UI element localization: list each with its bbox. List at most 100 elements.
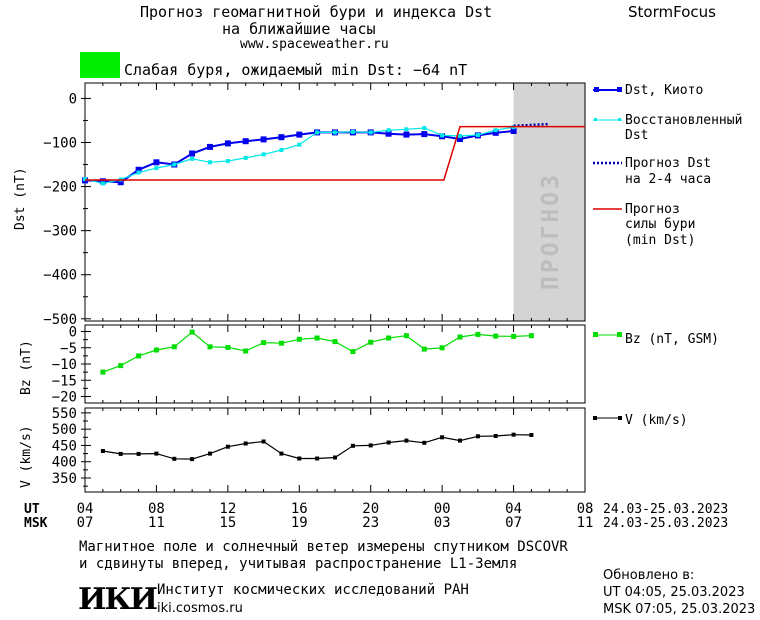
data-point [529,433,534,437]
data-point [190,457,195,462]
data-point [172,456,177,461]
data-point [278,340,284,346]
dst-panel-frame [84,82,586,322]
data-point [135,166,142,173]
legend-bz: Bz (nT, GSM) [625,332,719,347]
y-tick-label: 0 [69,91,77,107]
data-point [350,129,355,134]
forecast-region [513,83,585,321]
data-point [333,130,337,135]
legend-storm-forecast-3: (min Dst) [625,233,695,248]
bz-y-ticks: 0−5−10−15−20 [52,325,586,406]
data-point [154,166,159,171]
data-point [332,339,338,345]
data-point [439,345,445,351]
ut-tick-label: 12 [219,501,236,517]
data-point [440,133,445,138]
data-point [421,131,428,138]
msk-tick-label: 11 [577,515,594,531]
legend-dst-forecast-1: Прогноз Dst [625,156,711,171]
data-point [243,441,248,446]
data-point [457,136,463,142]
msk-tick-label: 15 [219,515,236,531]
data-point [296,131,303,138]
legend-dst-restored-marker [618,118,621,121]
msk-tick-label: 07 [505,515,522,531]
data-point [333,455,337,460]
legend: Dst, Киото Восстановленный Dst Прогноз D… [593,83,742,428]
data-point [207,344,213,350]
series-line [513,122,550,128]
ut-tick-label: 20 [362,501,379,517]
y-tick-label: −400 [43,268,77,284]
iki-logo[interactable]: ИКИ [78,582,158,617]
msk-tick-label: 23 [362,515,379,531]
data-point [261,340,267,346]
data-point [458,133,462,138]
data-point [189,329,195,335]
data-point [314,335,320,341]
v-ylabel: V (km/s) [19,425,34,488]
data-point [492,129,499,136]
data-point [297,142,302,147]
data-point [368,443,373,448]
data-point [475,331,481,337]
y-tick-label: 550 [52,406,77,422]
data-point [225,344,231,350]
y-tick-label: 350 [52,471,77,487]
ut-tick-label: 16 [291,501,308,517]
data-point [368,130,373,135]
data-point [403,333,409,339]
forecast-label: ПРОГНОЗ [538,172,564,290]
data-point [386,335,392,341]
legend-storm-forecast-1: Прогноз [625,202,680,217]
ut-range: 24.03-25.03.2023 [603,502,728,517]
data-point [457,334,463,340]
data-point [403,131,410,138]
chart-subtitle: на ближайшие часы [222,20,376,38]
data-point [422,126,427,130]
legend-v: V (km/s) [625,413,688,428]
dst-y-ticks: 0 −100 −200 −300 −400 −500 [43,83,586,328]
status-text: Слабая буря, ожидаемый min Dst: −64 nT [124,61,468,79]
data-point [208,451,212,456]
data-point [511,432,516,437]
legend-dst-kyoto: Dst, Киото [625,83,703,98]
data-point [117,179,124,186]
site-link[interactable]: www.spaceweather.ru [240,37,389,52]
y-tick-label: −10 [52,357,77,373]
v-series [100,432,534,462]
data-point [386,128,391,133]
legend-dst-kyoto-marker [617,87,622,92]
updated-msk: MSK 07:05, 25.03.2023 [603,602,756,617]
data-point [385,130,392,137]
legend-dst-kyoto-marker [594,87,599,92]
y-tick-label: 400 [52,455,77,471]
data-point [493,434,498,438]
chart-title: Прогноз геомагнитной бури и индекса Dst [140,3,493,21]
data-point [118,363,124,369]
ut-tick-label: 08 [577,501,594,517]
data-point [297,456,302,461]
data-point [315,456,320,461]
msk-tick-label: 19 [291,515,308,531]
data-point [493,128,498,133]
bz-series [100,329,534,375]
data-point [368,339,374,345]
data-point [242,138,249,145]
y-tick-label: −300 [43,224,77,240]
data-point [190,156,195,161]
y-tick-label: −15 [52,373,77,389]
data-point [136,170,141,175]
ut-tick-label: 04 [77,501,94,517]
data-point [350,349,356,355]
ut-tick-label: 04 [505,501,522,517]
legend-dst-restored-marker [594,118,597,121]
data-point [118,451,123,456]
dst-ylabel: Dst (nT) [13,167,28,230]
data-point [440,435,445,440]
institute-site[interactable]: iki.cosmos.ru [157,601,243,616]
data-point [261,439,266,444]
data-point [511,333,517,339]
